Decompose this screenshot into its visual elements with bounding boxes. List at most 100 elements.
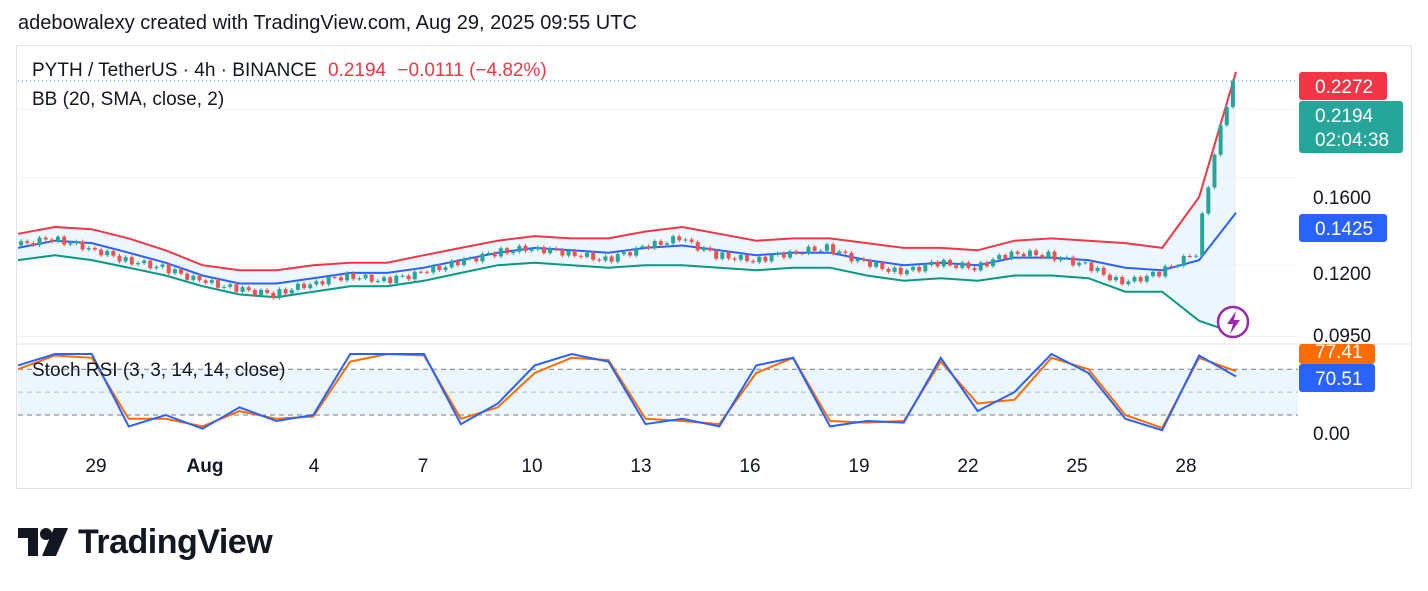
candle (1230, 78, 1235, 109)
candle (726, 250, 731, 261)
candle (111, 249, 116, 258)
candle (634, 246, 639, 258)
candle (781, 251, 786, 260)
candle (554, 246, 559, 252)
candle (898, 265, 903, 276)
candle (1107, 272, 1112, 283)
candle (1046, 249, 1051, 260)
candle (19, 239, 24, 248)
candle (320, 279, 325, 287)
candle (1187, 254, 1192, 259)
tradingview-logo-icon (18, 528, 68, 556)
candle (824, 242, 829, 253)
candle (148, 258, 153, 270)
candle (160, 262, 165, 269)
candle (166, 262, 171, 276)
candle (86, 246, 91, 252)
candle (37, 235, 42, 247)
candle (498, 246, 503, 259)
time-tick-10: 28 (1175, 456, 1196, 477)
candle (437, 264, 442, 272)
candle (474, 256, 479, 264)
candle (585, 250, 590, 259)
candle (947, 258, 952, 268)
candle (302, 281, 307, 290)
stoch-k-line (17, 352, 1237, 432)
candle (671, 234, 676, 246)
candle (142, 258, 147, 265)
candle (314, 279, 319, 287)
candle (917, 265, 922, 274)
tradingview-logo-text: TradingView (78, 522, 273, 561)
candle (714, 248, 719, 261)
candle (308, 282, 313, 290)
candle (763, 254, 768, 264)
candle (904, 268, 909, 276)
candle (1101, 265, 1106, 277)
candle (172, 267, 177, 276)
candle (185, 271, 190, 282)
bb-upper-line (17, 71, 1237, 272)
candle (997, 253, 1002, 262)
candle (732, 256, 737, 262)
candle (388, 275, 393, 285)
candle (640, 244, 645, 250)
candle (843, 249, 848, 255)
candle (43, 235, 48, 242)
candle (480, 251, 485, 264)
candle (911, 265, 916, 272)
candle (49, 237, 54, 244)
candle (271, 291, 276, 300)
time-tick-9: 25 (1066, 456, 1087, 477)
candle (621, 250, 626, 256)
candle (1095, 265, 1100, 273)
candle (1114, 275, 1119, 283)
candle (628, 250, 633, 258)
candle (68, 241, 73, 247)
candle (597, 257, 602, 263)
stoch-k-badge (1299, 364, 1375, 392)
candle (591, 250, 596, 262)
candle (1224, 105, 1229, 128)
lightning-icon[interactable] (1216, 305, 1250, 339)
candle (1089, 260, 1094, 273)
candle (431, 264, 436, 275)
candle (972, 266, 977, 273)
candle (1194, 253, 1199, 259)
candle (1052, 249, 1057, 263)
candle (880, 260, 885, 271)
price-change-value: −0.0111 (−4.82%) (397, 60, 547, 81)
candle (80, 239, 85, 252)
bb-basis-line (17, 212, 1237, 285)
candle (1206, 185, 1211, 216)
candle (228, 282, 233, 289)
candle (541, 245, 546, 255)
bb-legend[interactable]: BB (20, SMA, close, 2) (32, 89, 225, 110)
candle (935, 260, 940, 269)
candle (74, 239, 79, 246)
candle (1009, 249, 1014, 261)
stoch-legend[interactable]: Stoch RSI (3, 3, 14, 14, close) (32, 360, 286, 381)
candle (609, 254, 614, 264)
candle (664, 241, 669, 247)
candle (215, 278, 220, 290)
symbol-legend[interactable]: PYTH / TetherUS · 4h · BINANCE 0.2194 −0… (32, 60, 547, 82)
candle (179, 267, 184, 276)
candle (62, 234, 67, 247)
candle (1169, 264, 1174, 269)
candle (1200, 211, 1205, 258)
high-price-badge (1299, 72, 1387, 100)
candles (19, 78, 1235, 300)
candle (1218, 123, 1223, 157)
time-tick-5: 13 (630, 456, 651, 477)
candle (837, 249, 842, 256)
candle (738, 253, 743, 262)
candle (375, 279, 380, 284)
bar-countdown-label: 02:04:38 (1315, 130, 1389, 151)
candle (449, 258, 454, 270)
candle (240, 285, 245, 294)
candle (535, 245, 540, 252)
candle (1120, 275, 1125, 286)
candle (954, 263, 959, 270)
